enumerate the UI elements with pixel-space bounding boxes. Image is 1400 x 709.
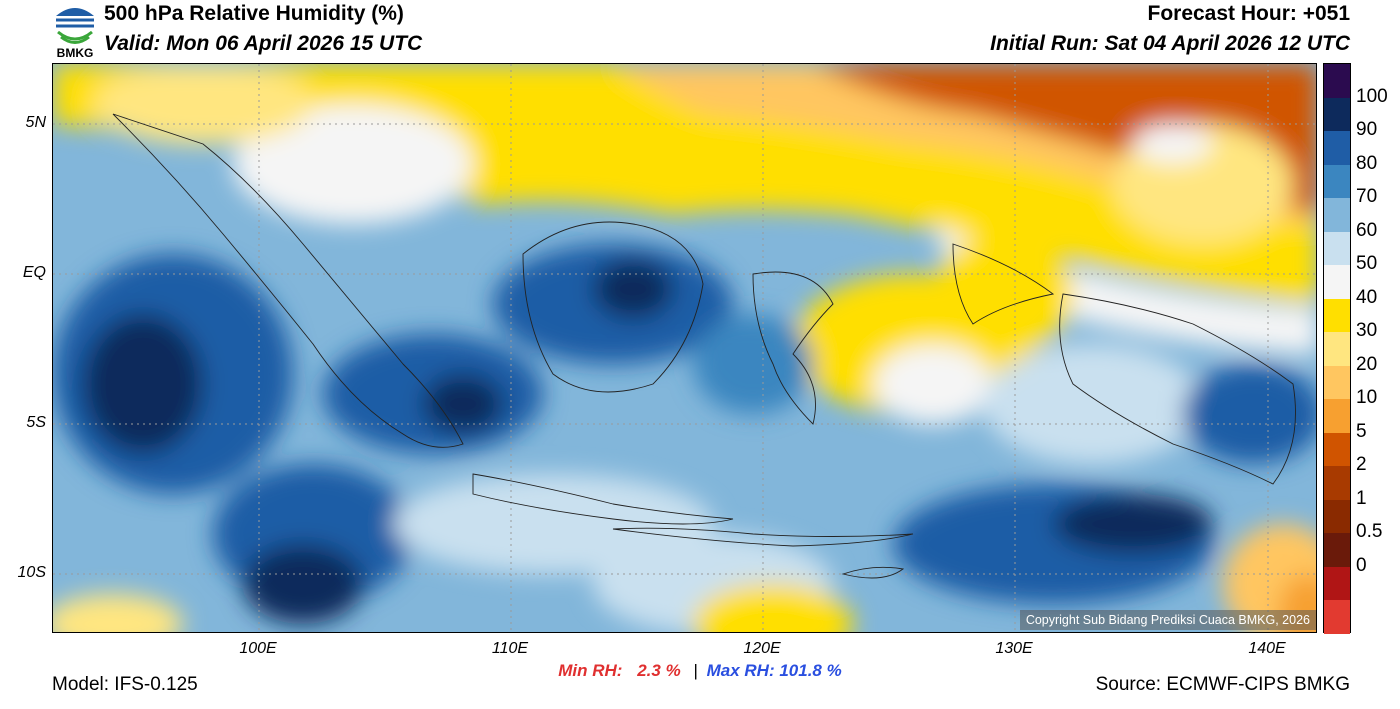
min-rh-label: Min RH: [558, 661, 623, 680]
logo-text: BMKG [56, 46, 94, 60]
colorbar-label: 80 [1356, 152, 1378, 174]
colorbar-label: 0 [1356, 554, 1367, 576]
colorbar-swatch [1324, 600, 1350, 635]
max-rh-label: Max RH: [706, 661, 775, 680]
colorbar-swatch [1324, 97, 1350, 132]
bmkg-logo: BMKG [52, 2, 98, 60]
colorbar-label: 0.5 [1356, 521, 1383, 543]
colorbar-label: 50 [1356, 253, 1378, 275]
lon-label-110e: 110E [491, 640, 529, 657]
colorbar-label: 60 [1356, 219, 1378, 241]
coastlines [112, 113, 1296, 579]
colorbar-swatch [1324, 231, 1350, 266]
colorbar-swatch [1324, 332, 1350, 367]
colorbar-label: 2 [1356, 454, 1367, 476]
lat-label-5s: 5S [26, 414, 46, 431]
initial-run: Initial Run: Sat 04 April 2026 12 UTC [990, 32, 1350, 55]
model-info: Model: IFS-0.125 [52, 674, 198, 695]
valid-time: Valid: Mon 06 April 2026 15 UTC [104, 32, 423, 55]
humidity-map [52, 63, 1317, 633]
colorbar-swatch [1324, 566, 1350, 601]
colorbar-swatch [1324, 131, 1350, 166]
colorbar-label: 1 [1356, 487, 1367, 509]
humidity-field [53, 64, 1316, 632]
chart-title: 500 hPa Relative Humidity (%) [104, 2, 404, 25]
colorbar-swatch [1324, 298, 1350, 333]
lat-label-eq: EQ [22, 264, 46, 281]
colorbar-label: 40 [1356, 286, 1378, 308]
colorbar-label: 30 [1356, 320, 1378, 342]
colorbar-label: 100 [1356, 85, 1388, 107]
colorbar-label: 70 [1356, 186, 1378, 208]
colorbar-swatch [1324, 399, 1350, 434]
colorbar-swatch [1324, 265, 1350, 300]
lat-label-5n: 5N [25, 114, 46, 131]
colorbar-swatch [1324, 198, 1350, 233]
lon-label-120e: 120E [743, 640, 781, 657]
colorbar-label: 90 [1356, 119, 1378, 141]
colorbar-swatch [1324, 432, 1350, 467]
lon-label-130e: 130E [995, 640, 1033, 657]
colorbar-swatch [1324, 164, 1350, 199]
stats-separator: | [693, 661, 698, 680]
colorbar-swatch [1324, 466, 1350, 501]
source-info: Source: ECMWF-CIPS BMKG [1095, 674, 1350, 695]
lon-label-100e: 100E [239, 640, 277, 657]
colorbar-label: 20 [1356, 353, 1378, 375]
colorbar-swatch [1324, 64, 1350, 99]
max-rh-value: 101.8 % [779, 661, 842, 680]
colorbar-label: 10 [1356, 387, 1378, 409]
forecast-hour: Forecast Hour: +051 [1147, 2, 1351, 25]
rh-stats: Min RH: 2.3 % | Max RH: 101.8 % [0, 661, 1400, 681]
colorbar-label: 5 [1356, 420, 1367, 442]
copyright-notice: Copyright Sub Bidang Prediksi Cuaca BMKG… [1019, 610, 1316, 630]
colorbar-swatch [1324, 533, 1350, 568]
colorbar-swatch [1324, 499, 1350, 534]
colorbar [1323, 63, 1351, 635]
lat-label-10s: 10S [17, 564, 46, 581]
colorbar-swatch [1324, 365, 1350, 400]
lon-label-140e: 140E [1248, 640, 1286, 657]
min-rh-value: 2.3 % [637, 661, 681, 680]
